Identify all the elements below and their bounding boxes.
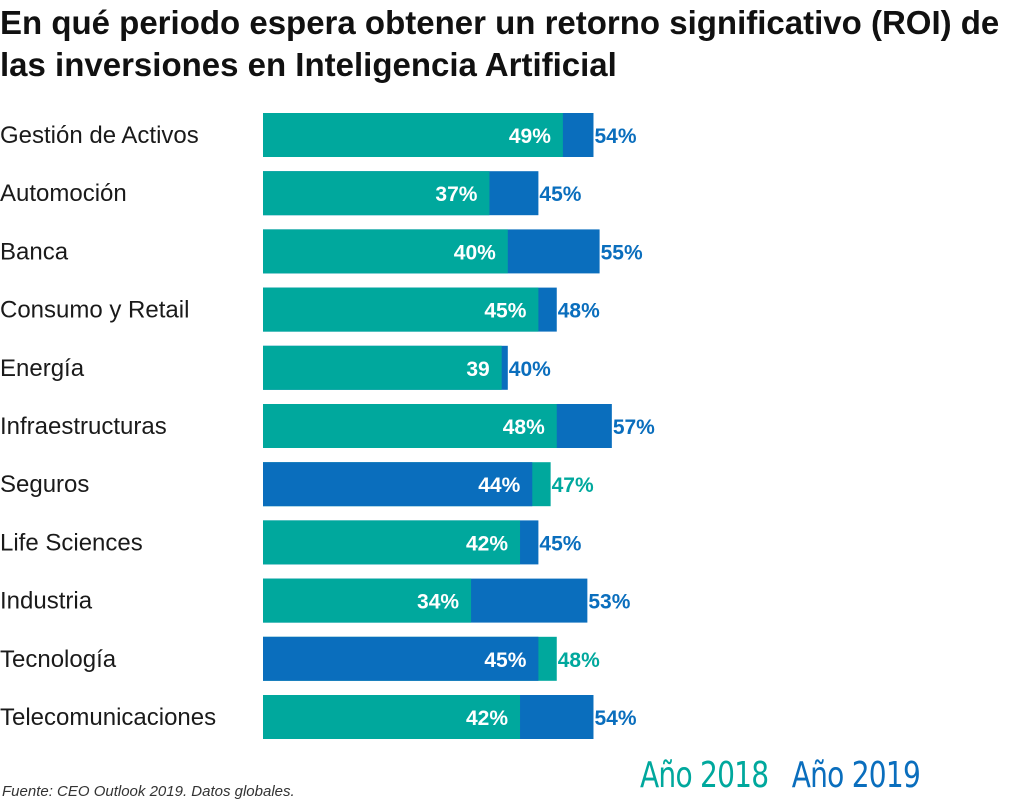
bar-value-end: 45% [539, 532, 581, 555]
category-label: Energía [0, 355, 85, 382]
bar-value-end: 40% [509, 358, 551, 381]
bar-short [263, 695, 521, 739]
bar-short [263, 636, 539, 681]
legend-2018: Año 2018 [640, 755, 769, 796]
source-note: Fuente: CEO Outlook 2019. Datos globales… [2, 783, 295, 800]
category-label: Banca [0, 238, 69, 265]
bar-value-end: 45% [539, 183, 581, 206]
bar-short [263, 171, 490, 216]
legend: Año 2018 Año 2019 [640, 755, 943, 796]
category-label: Seguros [0, 471, 89, 498]
category-label: Automoción [0, 180, 127, 207]
bar-value-inner: 49% [509, 125, 551, 148]
bar-short [263, 113, 563, 157]
bar-value-end: 55% [601, 241, 643, 264]
bar-value-inner: 40% [454, 241, 496, 264]
bar-value-inner: 45% [484, 300, 526, 323]
bar-value-end: 48% [558, 300, 600, 323]
category-label: Infraestructuras [0, 413, 167, 440]
bar-value-inner: 42% [466, 707, 508, 730]
bar-value-inner: 48% [503, 416, 545, 439]
bar-short [263, 229, 508, 274]
bar-short [263, 578, 472, 623]
category-label: Consumo y Retail [0, 297, 189, 324]
bar-value-inner: 37% [435, 183, 477, 206]
category-label: Telecomunicaciones [0, 704, 216, 731]
bar-short [263, 287, 539, 332]
bar-value-inner: 44% [478, 474, 520, 497]
bar-short [263, 345, 502, 390]
bar-value-end: 57% [613, 416, 655, 439]
bar-value-inner: 42% [466, 532, 508, 555]
bar-short [263, 462, 533, 507]
bar-short [263, 520, 521, 565]
category-label: Life Sciences [0, 529, 143, 556]
chart-title: En qué periodo espera obtener un retorno… [0, 4, 1000, 83]
legend-2019: Año 2019 [791, 755, 921, 796]
bar-value-end: 53% [588, 591, 630, 614]
category-label: Gestión de Activos [0, 122, 199, 149]
bar-value-end: 54% [594, 125, 636, 148]
bar-value-end: 48% [558, 649, 600, 672]
bar-value-end: 54% [594, 707, 636, 730]
category-label: Tecnología [0, 646, 117, 673]
bar-value-end: 47% [552, 474, 594, 497]
bar-value-inner: 39 [466, 358, 489, 381]
bar-value-inner: 34% [417, 591, 459, 614]
bar-value-inner: 45% [484, 649, 526, 672]
bar-short [263, 404, 557, 448]
category-label: Industria [0, 588, 93, 615]
